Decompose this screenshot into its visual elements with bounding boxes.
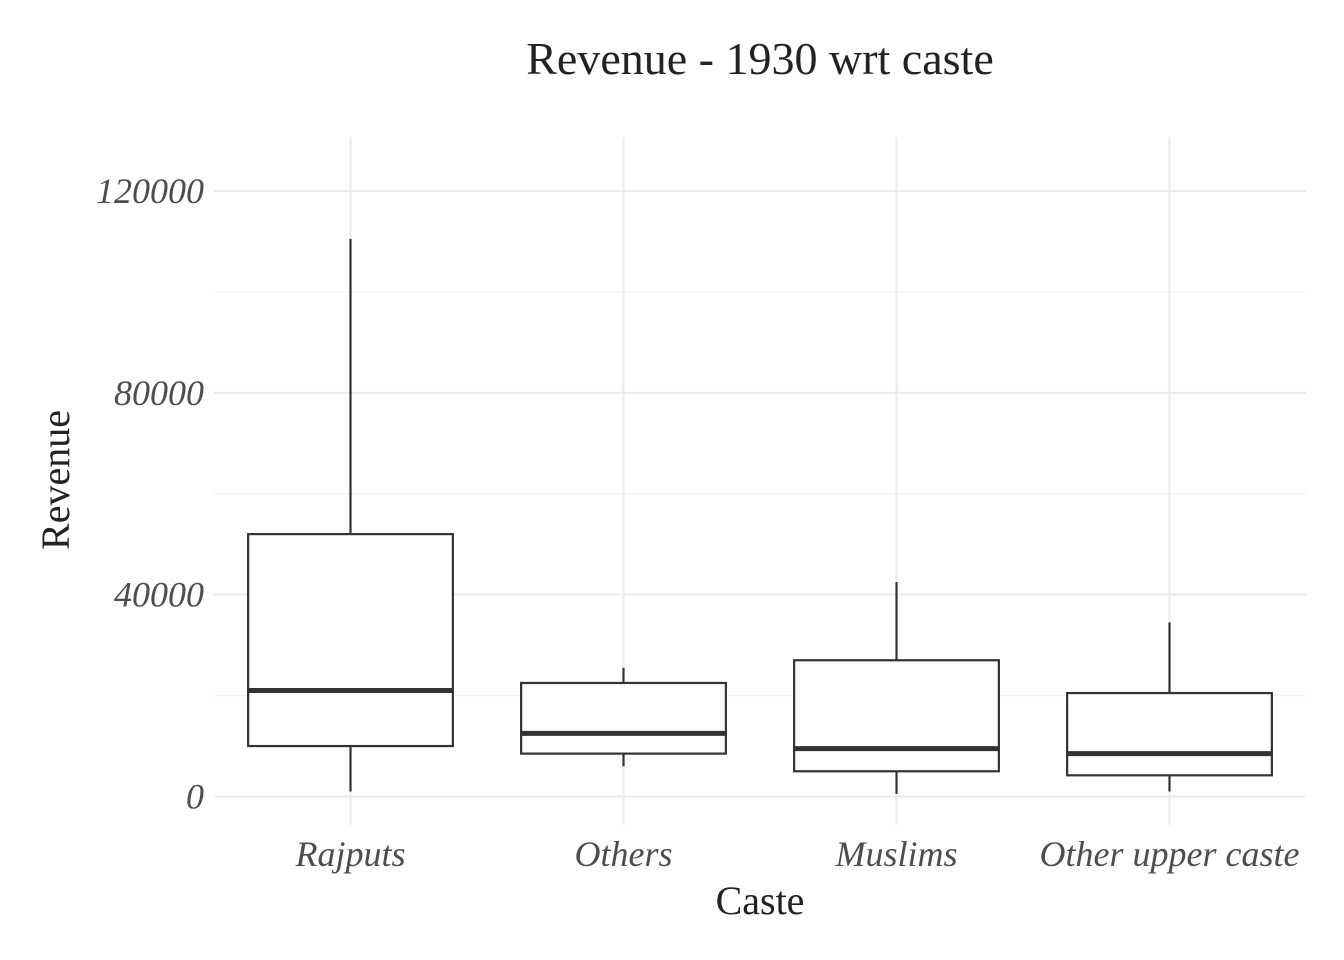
chart-title: Revenue - 1930 wrt caste [526,33,994,84]
iqr-box [1066,691,1273,777]
y-tick-label: 120000 [96,171,204,211]
x-tick-labels: Rajputs Others Muslims Other upper caste [294,834,1299,874]
x-tick-label: Rajputs [294,834,405,874]
iqr-box [520,681,727,755]
y-tick-label: 0 [186,777,204,817]
box-muslims [793,582,1000,794]
y-axis-title: Revenue [33,410,78,550]
box-other-upper-caste [1066,622,1273,792]
x-tick-label: Other upper caste [1040,834,1300,874]
y-tick-label: 40000 [114,575,204,615]
y-tick-label: 80000 [114,373,204,413]
box-series [247,238,1273,794]
x-axis-title: Caste [716,878,805,923]
iqr-box [793,659,1000,773]
x-tick-label: Muslims [834,834,957,874]
iqr-box [247,533,454,748]
x-tick-label: Others [575,834,673,874]
y-tick-labels: 0 40000 80000 120000 [96,171,204,817]
box-rajputs [247,238,454,792]
box-others [520,667,727,767]
